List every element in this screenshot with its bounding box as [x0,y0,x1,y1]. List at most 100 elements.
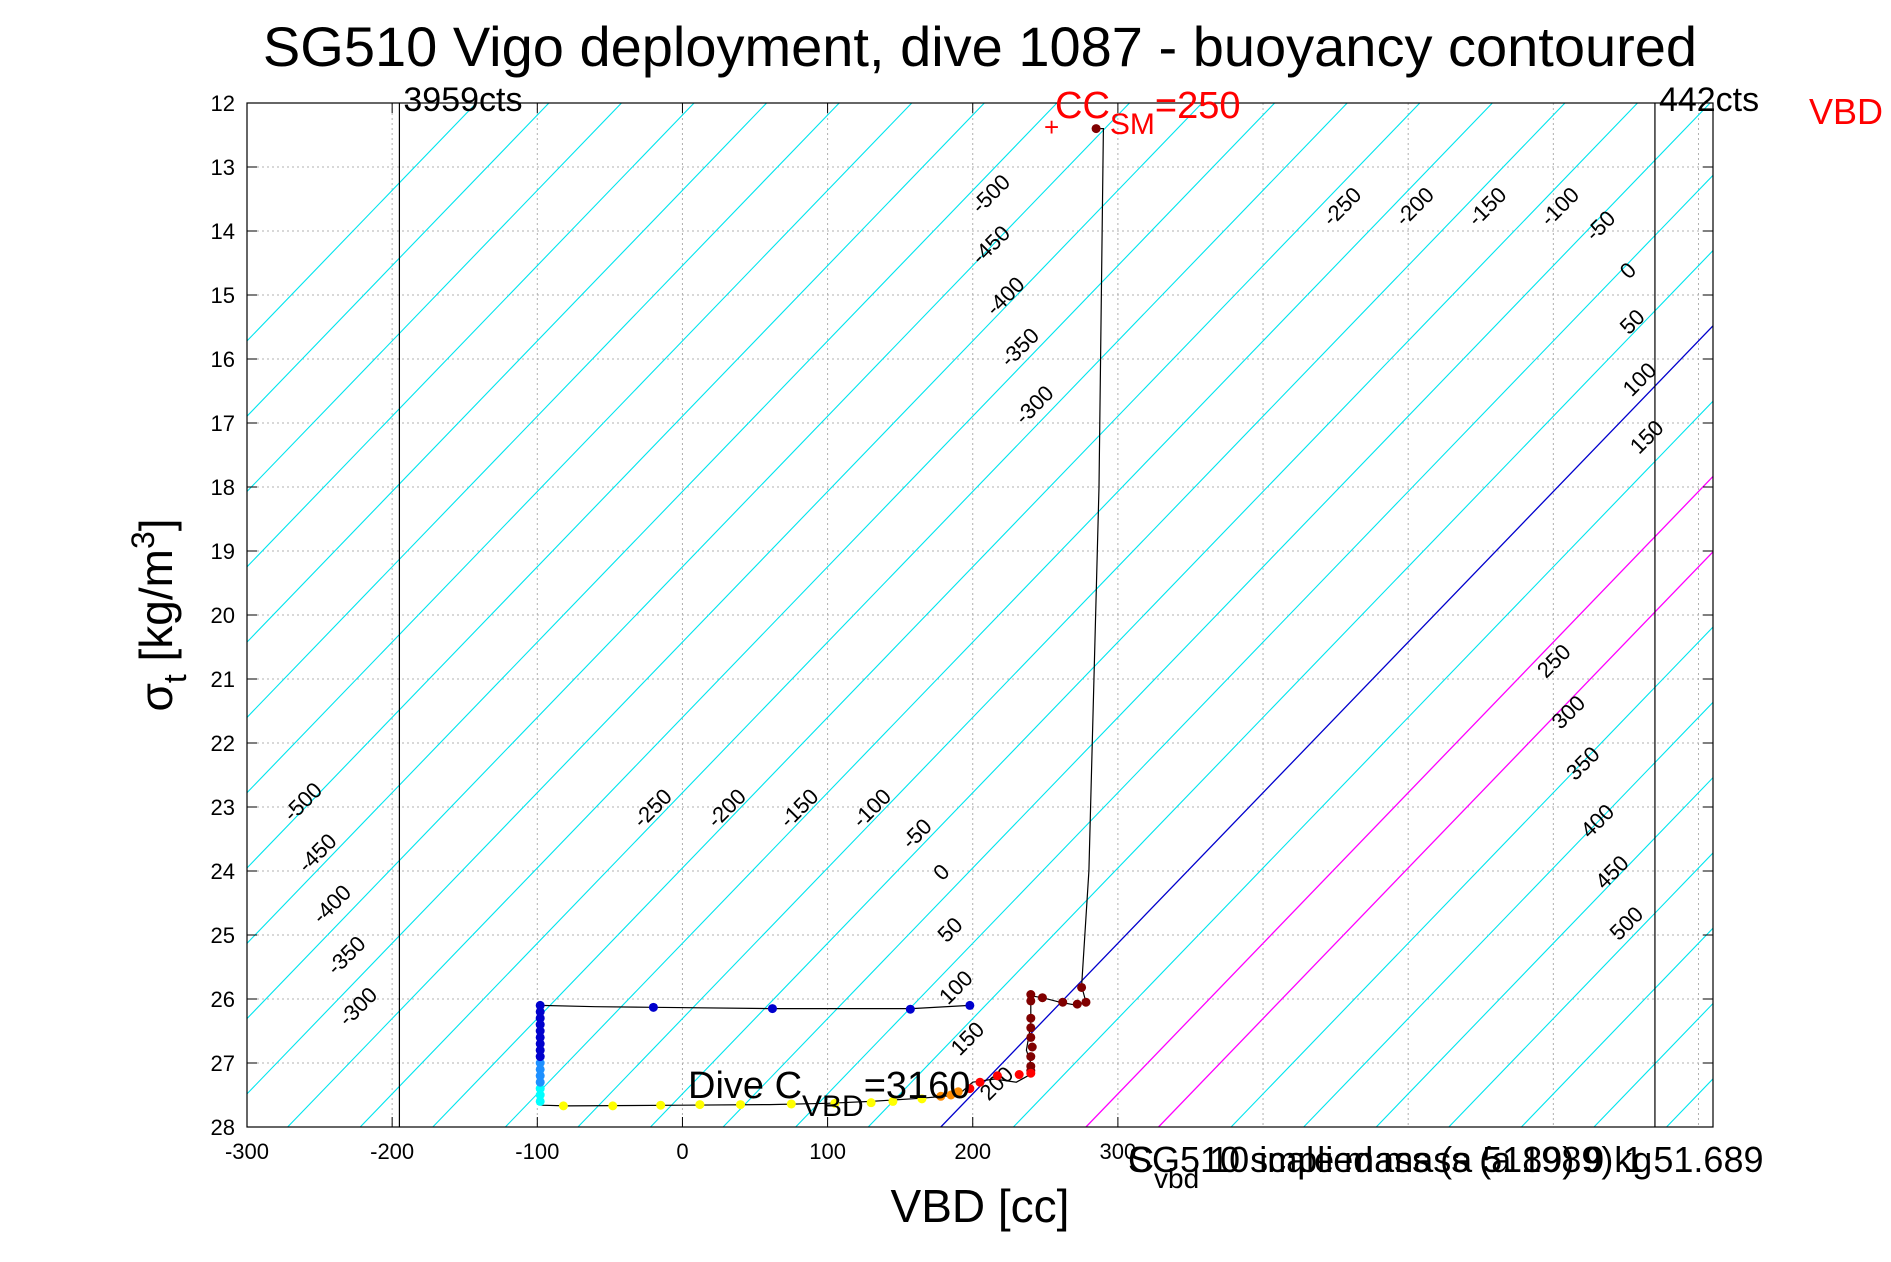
dive-point-6-3 [535,1020,545,1030]
dive-point-3-6 [695,1100,705,1110]
dive-point-2-2 [936,1091,946,1101]
y-axis-label-unit: [kg/m [130,549,182,674]
dive-point-5-3 [535,1058,545,1068]
vbd-corner-label: VBD [1809,91,1883,132]
dive-point-6-2 [535,1013,545,1023]
contour-line-28 [1521,927,1713,1127]
y-tick-label-1: 13 [211,155,235,180]
contour-line-15 [577,103,1566,1127]
dive-point-6-0 [535,1000,545,1010]
contour-line-23 [1158,550,1713,1127]
dive-point-0-0 [1091,124,1101,134]
dive-point-0-10 [1026,1032,1036,1042]
dive-point-6-8 [535,1052,545,1062]
y-axis-label: σt [kg/m3] [125,518,193,711]
dive-point-4-2 [535,1084,545,1094]
dive-point-4-0 [535,1096,545,1106]
contour-line-24 [1230,626,1713,1127]
contour-line-1 [247,103,550,418]
contour-line-9 [247,103,1130,1020]
contour-line-19 [867,249,1713,1127]
x-tick-label-2: -100 [515,1139,559,1164]
dive-point-1-1 [1014,1070,1024,1080]
cts-label-0: 3959cts [403,81,522,119]
dive-points [535,124,1101,1111]
x-tick-label-5: 200 [954,1139,991,1164]
dive-point-3-7 [656,1100,666,1110]
dive-point-6-4 [535,1026,545,1036]
dive-point-6-11 [905,1004,915,1014]
cts-label-1: 442cts [1659,81,1759,119]
dive-point-1-2 [992,1071,1002,1081]
scale-mass-label: SG510 scale mass (a 5189) 9 kg [1128,1139,1652,1180]
dive-point-3-8 [608,1101,618,1111]
dive-point-3-1 [888,1096,898,1106]
dive-point-3-0 [917,1094,927,1104]
dive-point-5-1 [535,1071,545,1081]
contour-line-26 [1375,776,1713,1127]
svg-text:σt [kg/m3]: σt [kg/m3] [125,518,193,711]
contour-line-33 [1884,103,1891,1127]
y-tick-label-12: 24 [211,859,235,884]
dive-point-3-3 [830,1098,840,1108]
y-tick-label-8: 20 [211,603,235,628]
y-tick-label-2: 14 [211,219,235,244]
dive-point-6-9 [648,1002,658,1012]
contour-line-14 [504,103,1493,1127]
y-tick-label-0: 12 [211,91,235,116]
contour-line-3 [247,103,695,568]
contour-line-7 [247,103,985,869]
cc-sm-label: CCSM=250 [1055,85,1240,141]
dive-point-6-10 [767,1004,777,1014]
y-tick-label-16: 28 [211,1115,235,1140]
y-axis-label-close: ] [130,518,182,531]
dive-point-4-1 [535,1090,545,1100]
y-tick-label-3: 15 [211,283,235,308]
x-axis-label: VBD [cc] [891,1180,1070,1232]
dive-point-0-4 [1058,997,1068,1007]
y-tick-label-10: 22 [211,731,235,756]
cc-sm-plus: + [1044,112,1059,142]
x-tick-label-4: 100 [809,1139,846,1164]
y-tick-label-9: 21 [211,667,235,692]
y-tick-label-6: 18 [211,475,235,500]
dive-point-5-2 [535,1064,545,1074]
x-tick-label-0: -300 [225,1139,269,1164]
contour-line-6 [247,103,913,794]
y-axis-label-sup: 3 [125,531,161,549]
dive-point-3-4 [786,1099,796,1109]
dive-point-0-1 [1077,982,1087,992]
grid-lines [246,102,1713,1128]
y-tick-label-13: 25 [211,923,235,948]
buoyancy-contours [247,103,1891,1127]
dive-point-0-8 [1026,1013,1036,1023]
contour-line-22 [1085,475,1713,1127]
dive-point-3-2 [866,1098,876,1108]
contour-line-10 [247,103,1203,1095]
dive-point-0-12 [1026,1052,1036,1062]
contour-line-25 [1303,701,1713,1127]
contour-line-27 [1448,852,1713,1127]
y-tick-label-5: 17 [211,411,235,436]
dive-point-0-2 [1081,997,1091,1007]
dive-point-5-0 [535,1077,545,1087]
contour-line-11 [287,103,1276,1127]
dive-point-6-12 [965,1000,975,1010]
dive-cvbd-label: Dive CVBD=3160 [688,1065,970,1123]
x-axis-ticks: -300 -200 -100 0 100 200 300 [225,103,1136,1164]
implied-mass-label: Cvbd 10 implied mass (a 1989) 1 51.689 [1128,1139,1763,1194]
y-tick-label-14: 26 [211,987,235,1012]
dive-point-1-4 [965,1084,975,1094]
dive-point-0-9 [1026,1023,1036,1033]
y-tick-label-4: 16 [211,347,235,372]
dive-point-0-7 [1026,996,1036,1006]
contour-line-17 [722,103,1711,1127]
contour-line-8 [247,103,1058,945]
dive-point-1-0 [1026,1068,1036,1078]
dive-point-1-3 [975,1077,985,1087]
y-tick-label-11: 23 [211,795,235,820]
y-tick-label-15: 27 [211,1051,235,1076]
dive-point-6-5 [535,1032,545,1042]
contour-line-0 [247,103,477,342]
